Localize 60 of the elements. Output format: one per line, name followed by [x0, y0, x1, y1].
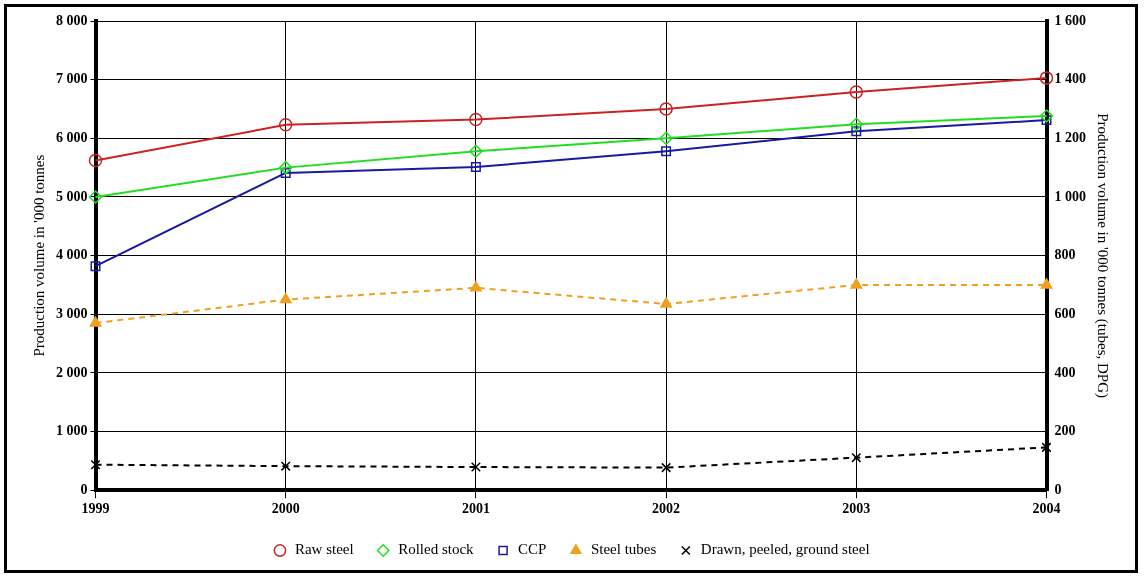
- point: [89, 316, 102, 327]
- x-tick-label: 2003: [842, 501, 871, 517]
- y2-tick-label: 1 000: [1054, 188, 1086, 204]
- y-tick-label: 8 000: [56, 12, 88, 28]
- point: [850, 278, 863, 289]
- point: [1041, 442, 1052, 453]
- point: [470, 462, 481, 473]
- point: [661, 462, 672, 473]
- point: [851, 126, 862, 137]
- x-tick-label: 2000: [271, 501, 300, 517]
- point: [849, 117, 864, 131]
- x-tick-label: 2002: [652, 501, 681, 517]
- point: [659, 131, 673, 146]
- y-tick-label: 4 000: [56, 247, 88, 263]
- y2-axis-title: Production volume in '000 tonnes (tubes, DPG): [1094, 113, 1112, 398]
- y-tick-label: 0: [80, 481, 88, 497]
- legend-label: Rolled stock: [398, 541, 475, 558]
- point: [469, 144, 483, 158]
- point: [469, 112, 483, 127]
- point: [660, 297, 673, 308]
- legend-label: Drawn, peeled, ground steel: [700, 541, 870, 558]
- y2-tick-label: 400: [1054, 364, 1076, 380]
- point: [278, 160, 293, 175]
- x-tick-label: 1999: [81, 501, 110, 517]
- point: [469, 281, 482, 292]
- x-tick-label: 2001: [461, 501, 490, 517]
- point: [88, 190, 103, 204]
- y2-tick-label: 800: [1054, 247, 1076, 263]
- point: [279, 292, 292, 304]
- y-axis-title: Production volume in '000 tonnes: [30, 154, 47, 357]
- point: [661, 146, 672, 157]
- y-tick-label: 3 000: [56, 305, 88, 321]
- y2-tick-label: 200: [1054, 423, 1076, 439]
- x-tick-label: 2004: [1032, 501, 1061, 517]
- point: [1039, 71, 1054, 85]
- point: [280, 461, 291, 472]
- point: [280, 167, 291, 178]
- legend-label: Raw steel: [294, 541, 354, 558]
- point: [90, 459, 101, 470]
- point: [278, 118, 293, 132]
- point: [90, 261, 101, 272]
- legend-label: CCP: [518, 541, 547, 558]
- y-tick-label: 7 000: [56, 71, 88, 87]
- point: [470, 162, 481, 173]
- point: [659, 102, 673, 116]
- y2-tick-label: 0: [1054, 481, 1062, 497]
- y2-tick-label: 1 200: [1054, 129, 1086, 145]
- y-tick-label: 1 000: [56, 423, 88, 439]
- y2-tick-label: 1 400: [1054, 71, 1086, 87]
- y-tick-label: 6 000: [56, 129, 88, 145]
- y-tick-label: 2 000: [56, 364, 88, 380]
- point: [1040, 278, 1053, 289]
- point: [88, 153, 103, 168]
- point: [851, 452, 862, 463]
- y-tick-label: 5 000: [56, 188, 88, 204]
- point: [849, 85, 864, 99]
- y2-tick-label: 1 600: [1054, 12, 1086, 28]
- point: [1039, 109, 1054, 123]
- y2-tick-label: 600: [1054, 305, 1076, 321]
- legend-label: Steel tubes: [590, 541, 657, 558]
